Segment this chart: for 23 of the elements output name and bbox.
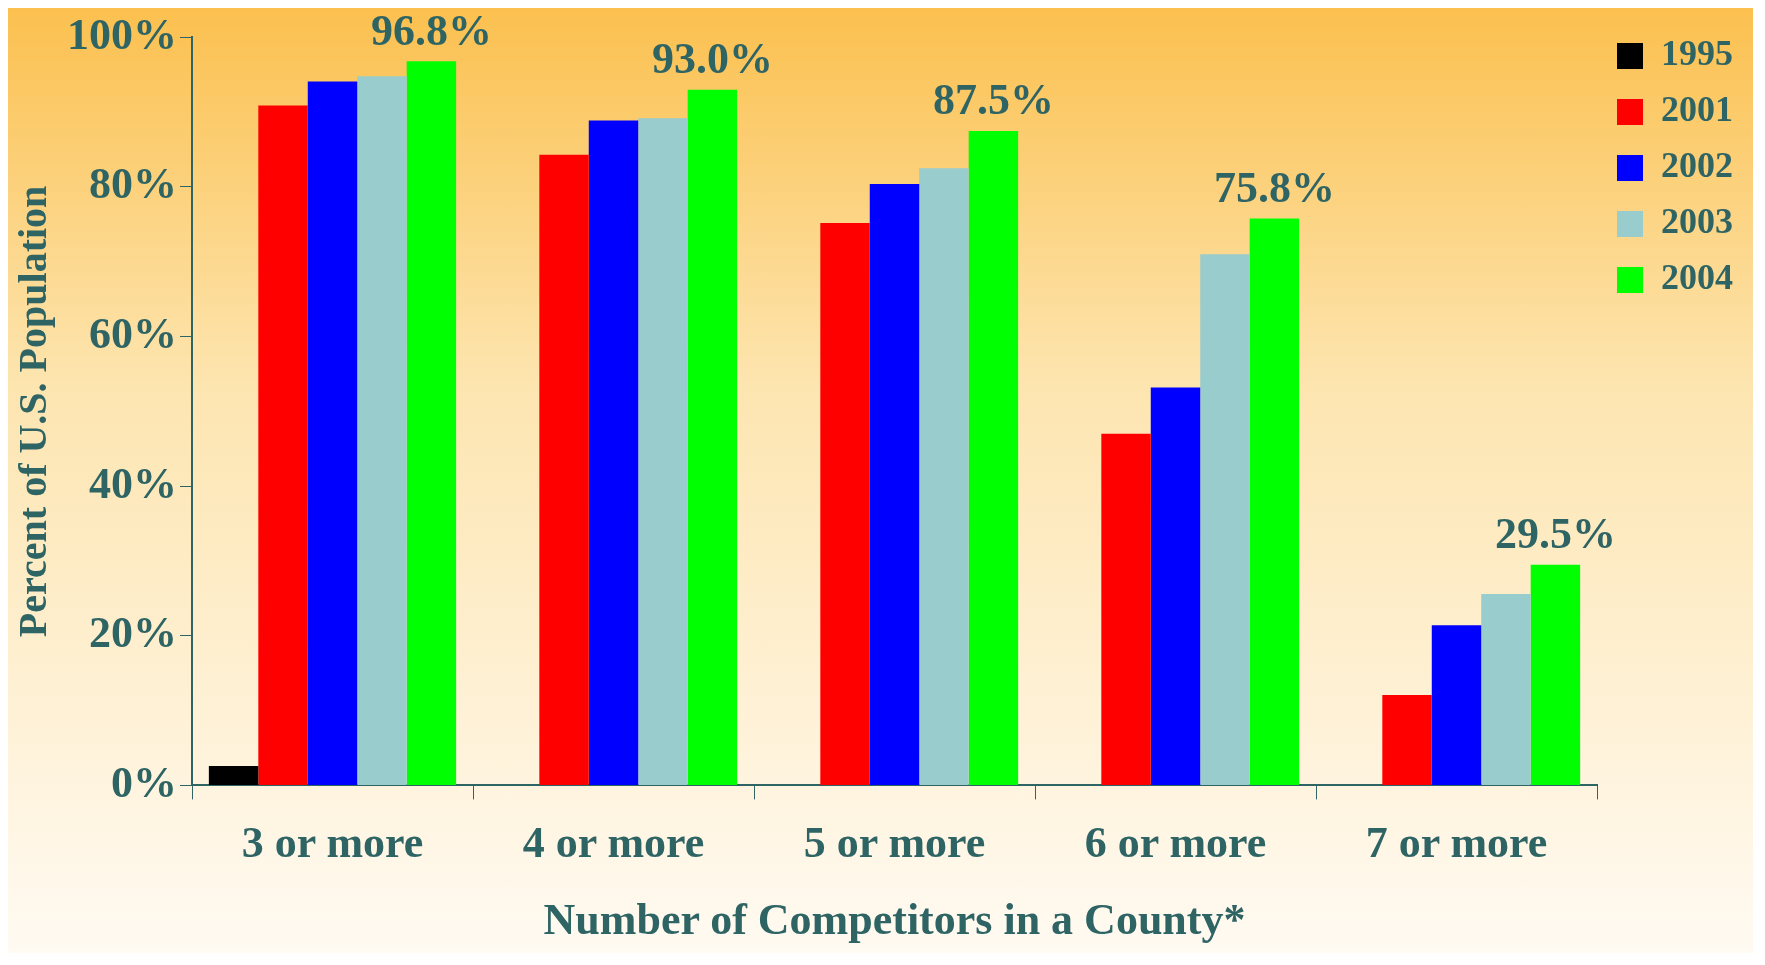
- y-tick-label: 40%: [89, 458, 177, 508]
- y-tick-label: 80%: [89, 159, 177, 209]
- x-tick-label: 3 or more: [241, 818, 424, 868]
- data-label: 29.5%: [1494, 509, 1616, 559]
- legend-label: 1995: [1661, 33, 1733, 74]
- x-tick-label: 5 or more: [803, 818, 986, 868]
- y-tick-label: 20%: [89, 608, 177, 658]
- x-tick-label: 7 or more: [1365, 818, 1548, 868]
- data-label: 87.5%: [932, 75, 1054, 125]
- legend-label: 2002: [1661, 145, 1733, 186]
- x-tick-label: 4 or more: [522, 818, 705, 868]
- legend-label: 2001: [1661, 89, 1733, 130]
- data-label: 93.0%: [651, 34, 773, 84]
- y-tick-label: 0%: [111, 757, 177, 807]
- data-label: 75.8%: [1213, 162, 1335, 212]
- y-tick-label: 60%: [89, 308, 177, 358]
- data-label: 96.8%: [370, 5, 492, 55]
- legend-label: 2004: [1661, 257, 1733, 298]
- legend-label: 2003: [1661, 201, 1733, 242]
- x-axis-title: Number of Competitors in a County*: [543, 894, 1246, 944]
- y-axis-title: Percent of U.S. Population: [10, 185, 56, 638]
- y-tick-label: 100%: [67, 9, 177, 59]
- x-tick-label: 6 or more: [1084, 818, 1267, 868]
